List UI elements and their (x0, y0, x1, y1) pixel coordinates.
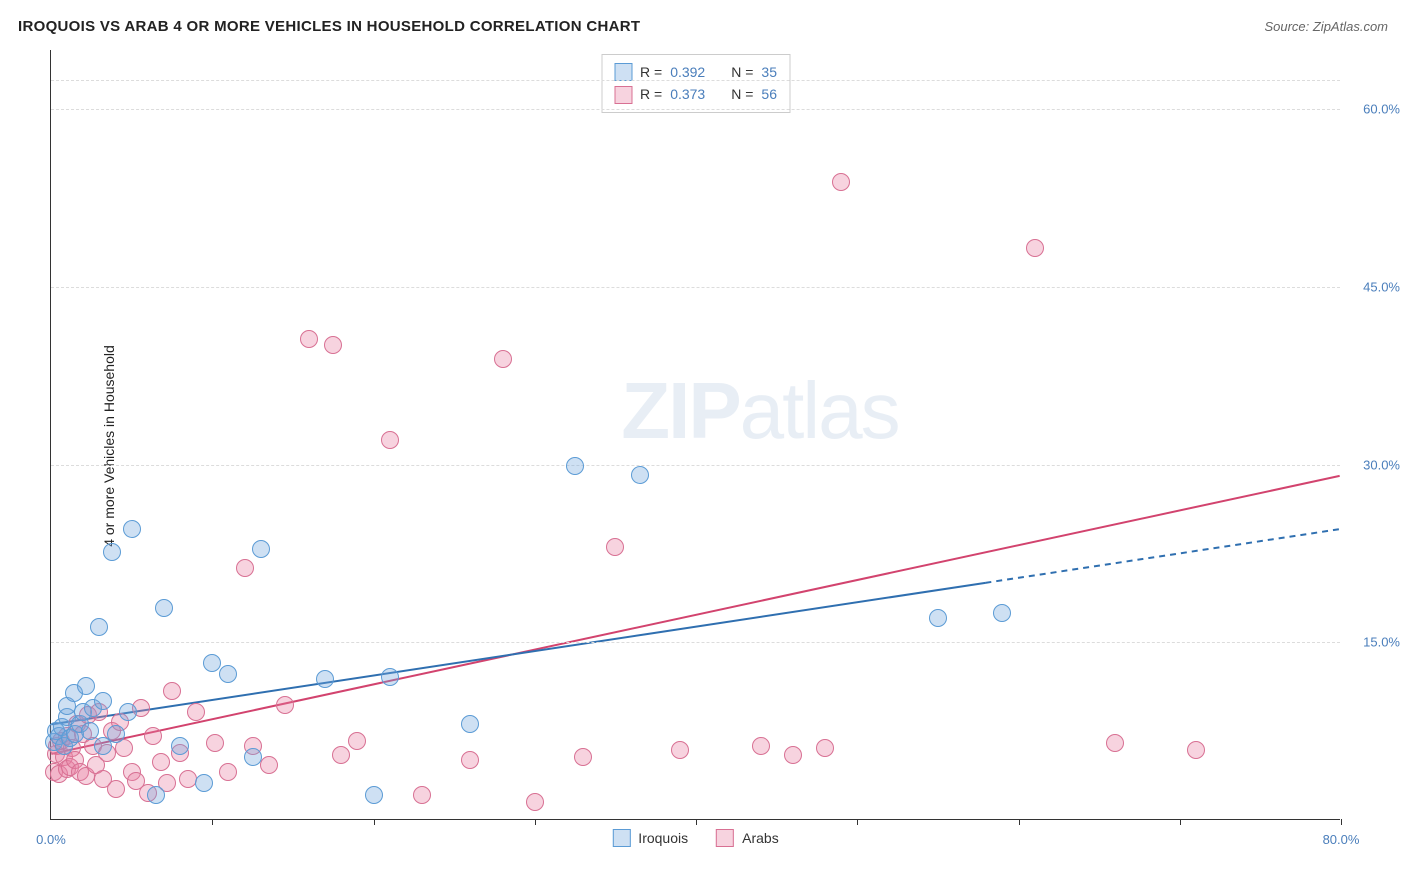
scatter-point-iroquois (77, 677, 95, 695)
y-tick-label: 15.0% (1363, 635, 1400, 650)
scatter-point-iroquois (993, 604, 1011, 622)
x-tick (1180, 819, 1181, 825)
r-value-arabs: 0.373 (670, 83, 705, 105)
gridline-h (51, 465, 1340, 466)
scatter-point-arabs (1106, 734, 1124, 752)
x-tick (535, 819, 536, 825)
x-tick-label: 0.0% (36, 832, 66, 847)
scatter-point-iroquois (94, 692, 112, 710)
swatch-iroquois (612, 829, 630, 847)
n-value-arabs: 56 (761, 83, 777, 105)
regression-line (51, 583, 985, 725)
scatter-point-iroquois (252, 540, 270, 558)
scatter-point-arabs (832, 173, 850, 191)
regression-line (51, 476, 1339, 754)
regression-lines-layer (51, 50, 1340, 819)
scatter-point-iroquois (461, 715, 479, 733)
scatter-point-arabs (276, 696, 294, 714)
scatter-point-arabs (206, 734, 224, 752)
scatter-point-arabs (163, 682, 181, 700)
scatter-point-arabs (526, 793, 544, 811)
scatter-point-arabs (1026, 239, 1044, 257)
scatter-point-arabs (260, 756, 278, 774)
series-label-iroquois: Iroquois (638, 830, 688, 846)
scatter-point-arabs (413, 786, 431, 804)
scatter-point-iroquois (316, 670, 334, 688)
x-tick (374, 819, 375, 825)
scatter-point-iroquois (147, 786, 165, 804)
scatter-point-arabs (752, 737, 770, 755)
scatter-point-arabs (1187, 741, 1205, 759)
scatter-point-arabs (574, 748, 592, 766)
x-tick (212, 819, 213, 825)
scatter-point-arabs (348, 732, 366, 750)
scatter-point-iroquois (381, 668, 399, 686)
scatter-point-arabs (144, 727, 162, 745)
chart-title: IROQUOIS VS ARAB 4 OR MORE VEHICLES IN H… (18, 18, 640, 35)
swatch-arabs (614, 86, 632, 104)
swatch-arabs (716, 829, 734, 847)
scatter-point-iroquois (123, 520, 141, 538)
x-tick (1019, 819, 1020, 825)
y-tick-label: 60.0% (1363, 102, 1400, 117)
scatter-point-iroquois (155, 599, 173, 617)
gridline-h (51, 109, 1340, 110)
scatter-point-iroquois (103, 543, 121, 561)
scatter-point-arabs (671, 741, 689, 759)
correlation-legend: R = 0.392 N = 35 R = 0.373 N = 56 (601, 54, 790, 113)
scatter-point-iroquois (566, 457, 584, 475)
swatch-iroquois (614, 63, 632, 81)
scatter-point-iroquois (244, 748, 262, 766)
scatter-point-iroquois (90, 618, 108, 636)
n-label: N = (731, 83, 753, 105)
scatter-point-iroquois (203, 654, 221, 672)
scatter-point-arabs (219, 763, 237, 781)
scatter-point-iroquois (171, 737, 189, 755)
source-label: Source: ZipAtlas.com (1264, 19, 1388, 34)
scatter-point-arabs (332, 746, 350, 764)
series-legend: Iroquois Arabs (612, 829, 778, 847)
legend-item-arabs: Arabs (716, 829, 779, 847)
scatter-point-iroquois (929, 609, 947, 627)
regression-line-dashed (985, 529, 1339, 583)
scatter-point-arabs (606, 538, 624, 556)
gridline-h (51, 80, 1340, 81)
x-tick (1341, 819, 1342, 825)
series-label-arabs: Arabs (742, 830, 779, 846)
r-label: R = (640, 83, 662, 105)
gridline-h (51, 287, 1340, 288)
scatter-point-iroquois (219, 665, 237, 683)
scatter-point-arabs (152, 753, 170, 771)
scatter-point-arabs (381, 431, 399, 449)
scatter-point-arabs (187, 703, 205, 721)
y-tick-label: 30.0% (1363, 457, 1400, 472)
scatter-point-arabs (324, 336, 342, 354)
scatter-point-iroquois (365, 786, 383, 804)
legend-row-arabs: R = 0.373 N = 56 (614, 83, 777, 105)
scatter-point-arabs (107, 780, 125, 798)
scatter-point-arabs (300, 330, 318, 348)
scatter-point-arabs (494, 350, 512, 368)
scatter-point-iroquois (119, 703, 137, 721)
gridline-h (51, 642, 1340, 643)
x-tick-label: 80.0% (1323, 832, 1360, 847)
scatter-point-arabs (461, 751, 479, 769)
scatter-point-iroquois (107, 725, 125, 743)
scatter-point-iroquois (631, 466, 649, 484)
x-tick (696, 819, 697, 825)
scatter-point-arabs (236, 559, 254, 577)
legend-item-iroquois: Iroquois (612, 829, 688, 847)
y-tick-label: 45.0% (1363, 279, 1400, 294)
scatter-point-arabs (816, 739, 834, 757)
scatter-point-iroquois (195, 774, 213, 792)
scatter-point-arabs (784, 746, 802, 764)
x-tick (857, 819, 858, 825)
chart-plot-area: ZIPatlas R = 0.392 N = 35 R = 0.373 N = … (50, 50, 1340, 820)
